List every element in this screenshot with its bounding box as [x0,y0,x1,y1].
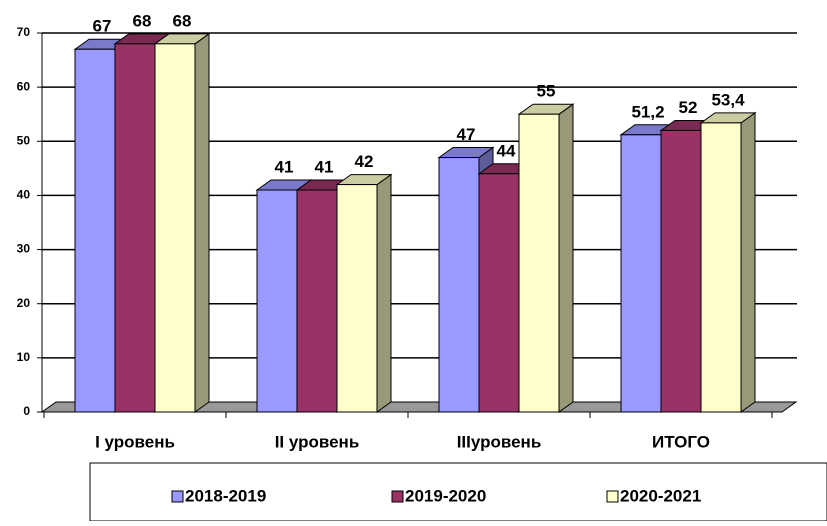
x-tick-label: I уровень [95,432,175,451]
y-tick-label: 70 [17,25,31,39]
x-tick-label: II уровень [275,432,360,451]
y-tick-label: 20 [17,296,31,310]
bar [335,173,393,413]
data-label: 55 [537,82,556,101]
data-label: 51,2 [631,102,664,121]
bar-front [438,157,480,413]
legend-label: 2018-2019 [185,486,266,505]
bar [517,103,575,413]
y-tick-label: 50 [17,133,31,147]
bar-front [336,184,378,413]
bar-front [256,189,298,413]
y-tick-label: 0 [23,404,30,418]
legend-swatch [391,490,404,503]
data-label: 41 [275,157,294,176]
bar-side [740,111,756,413]
bar-front [620,134,662,413]
y-tick-label: 30 [17,242,31,256]
bar-front [74,48,116,413]
bar-front [660,129,702,413]
bar [153,32,211,413]
bar-front [478,173,520,413]
data-label: 68 [173,11,192,30]
bar-side [558,103,574,413]
data-label: 67 [93,17,112,36]
legend-box [89,462,827,522]
legend-label: 2019-2020 [405,486,486,505]
y-tick-label: 40 [17,188,31,202]
data-label: 47 [457,125,476,144]
bar-front [700,122,742,413]
data-label: 44 [497,141,516,160]
data-label: 68 [133,11,152,30]
bar-front [114,43,156,413]
bar-front [154,43,196,413]
y-tick-label: 10 [17,350,31,364]
bar [699,111,757,413]
x-tick-label: IIIуровень [457,432,542,451]
data-label: 41 [315,157,334,176]
data-label: 42 [355,152,374,171]
data-label: 52 [679,98,698,117]
x-tick-label: ИТОГО [652,432,710,451]
data-label: 53,4 [711,90,745,109]
bar-side [194,32,210,413]
legend-label: 2020-2021 [620,486,701,505]
bar-front [296,189,338,413]
y-tick-label: 60 [17,79,31,93]
bar-front [518,113,560,413]
bar-side [376,173,392,413]
legend-swatch [171,490,184,503]
legend-swatch [606,490,619,503]
